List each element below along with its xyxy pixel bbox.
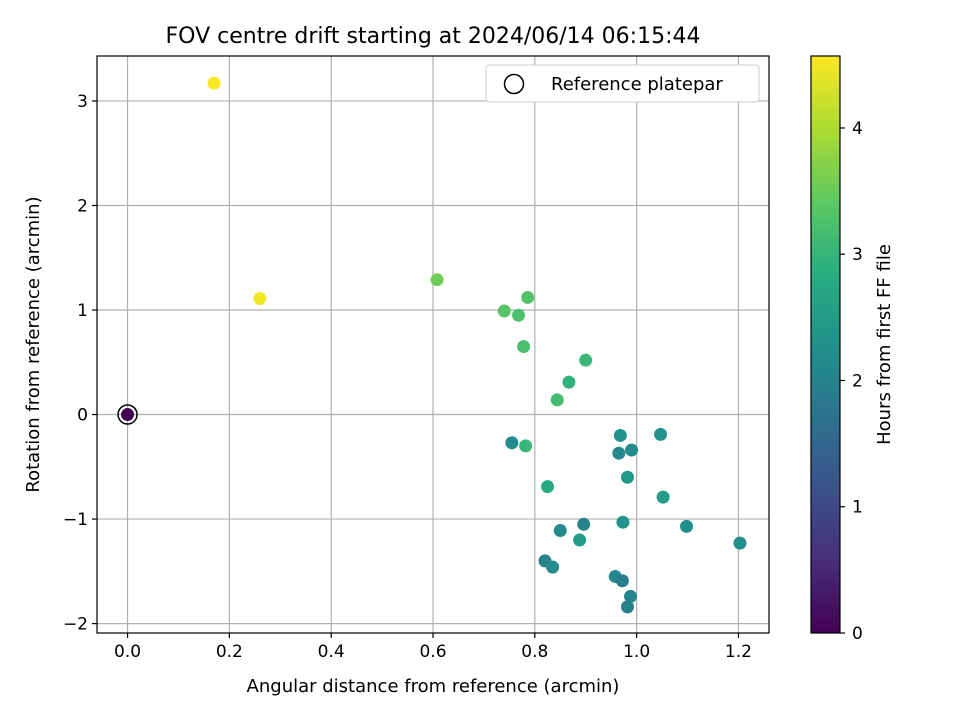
x-tick-label: 1.2 [725, 642, 752, 662]
legend: Reference platepar [485, 64, 760, 103]
data-point [620, 470, 634, 484]
chart-title: FOV centre drift starting at 2024/06/14 … [166, 24, 701, 49]
data-point [612, 446, 626, 460]
reference-marker [117, 404, 138, 425]
colorbar-tick-label: 2 [852, 371, 863, 391]
data-point [121, 408, 135, 422]
data-point [253, 292, 267, 306]
y-tick-label: −2 [63, 615, 88, 635]
data-point [616, 515, 630, 529]
colorbar-frame [810, 55, 841, 634]
legend-label-reference: Reference platepar [551, 74, 723, 95]
data-point [541, 480, 555, 494]
data-point [550, 393, 564, 407]
data-point [521, 290, 535, 304]
x-tick-label: 0.8 [521, 642, 548, 662]
colorbar-gradient [811, 56, 840, 633]
data-point [517, 340, 531, 354]
x-axis-label: Angular distance from reference (arcmin) [247, 676, 620, 697]
colorbar-tick-label: 0 [852, 624, 863, 644]
data-point [553, 524, 567, 538]
data-point [733, 536, 747, 550]
data-point [562, 375, 576, 389]
x-tick-label: 0.4 [318, 642, 345, 662]
data-point [625, 443, 639, 457]
data-point [577, 517, 591, 531]
x-tick-label: 0.6 [419, 642, 446, 662]
data-point [654, 427, 668, 441]
data-point [573, 533, 587, 547]
colorbar-ticks: 0 1 2 3 4 [840, 119, 863, 644]
x-tick-label: 0.2 [216, 642, 243, 662]
data-point [519, 439, 533, 453]
data-points [117, 76, 747, 614]
data-point [546, 560, 560, 574]
grid-lines [97, 56, 769, 633]
data-point [579, 353, 593, 367]
colorbar-tick-label: 1 [852, 498, 863, 518]
data-point [624, 589, 638, 603]
y-axis-label: Rotation from reference (arcmin) [23, 196, 44, 492]
data-point [615, 574, 629, 588]
x-axis-ticks: 0.0 0.2 0.4 0.6 0.8 1.0 1.2 [114, 633, 752, 662]
data-point [512, 308, 526, 322]
plot-area: 0.0 0.2 0.4 0.6 0.8 1.0 1.2 −2 −1 0 1 2 3 [63, 55, 770, 662]
legend-marker-reference [503, 73, 525, 95]
data-point [505, 436, 519, 450]
data-point [497, 304, 511, 318]
colorbar: 0 1 2 3 4 Hours from first FF file [810, 55, 895, 644]
colorbar-tick-label: 3 [852, 245, 863, 265]
y-tick-label: −1 [63, 510, 88, 530]
data-point [430, 273, 444, 287]
colorbar-label: Hours from first FF file [874, 244, 895, 445]
data-point [613, 428, 627, 442]
x-tick-label: 1.0 [623, 642, 650, 662]
y-tick-label: 3 [77, 92, 88, 112]
legend-box [485, 64, 760, 103]
x-tick-label: 0.0 [114, 642, 141, 662]
y-tick-label: 1 [77, 301, 88, 321]
y-tick-label: 0 [77, 406, 88, 426]
y-tick-label: 2 [77, 196, 88, 216]
data-point [680, 519, 694, 533]
data-point [656, 490, 670, 504]
colorbar-tick-label: 4 [852, 119, 863, 139]
data-point [620, 600, 634, 614]
data-point [207, 76, 221, 90]
y-axis-ticks: −2 −1 0 1 2 3 [63, 92, 97, 635]
